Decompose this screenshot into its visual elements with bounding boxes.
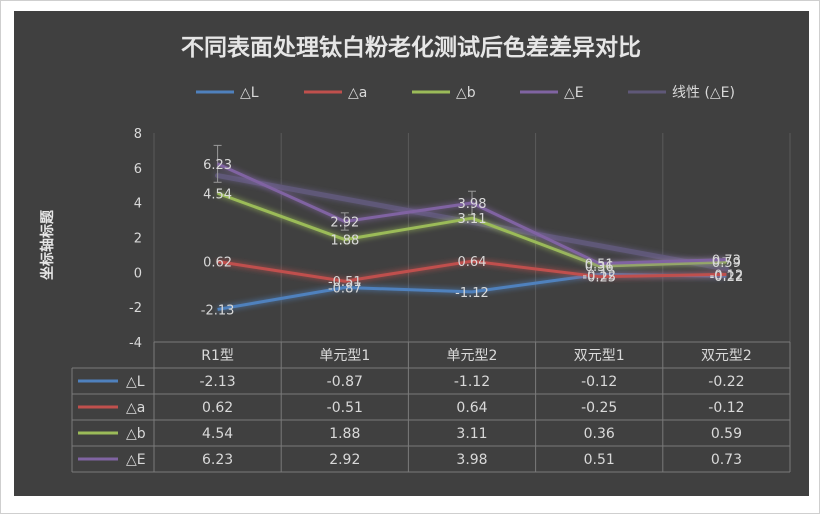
x-category-label: 单元型2 xyxy=(447,348,498,364)
table-cell: -0.12 xyxy=(708,400,744,416)
x-category-label: 双元型2 xyxy=(701,348,752,364)
table-series-name: △L xyxy=(126,374,145,390)
data-label: -0.51 xyxy=(328,275,362,290)
x-category-label: 双元型1 xyxy=(574,348,625,364)
data-label: 1.88 xyxy=(330,234,359,249)
table-cell: 3.11 xyxy=(456,426,487,442)
table-cell: 0.73 xyxy=(711,452,742,468)
data-label: -0.87 xyxy=(328,281,362,296)
table-cell: 4.54 xyxy=(202,426,233,442)
legend: △L △a △b △E 线性 (△E) xyxy=(196,85,735,101)
y-tick-label: 2 xyxy=(134,232,142,247)
trendline-line xyxy=(215,173,729,272)
data-label: 0.64 xyxy=(458,255,487,270)
data-label: 0.73 xyxy=(712,254,741,269)
table-cell: 0.62 xyxy=(202,400,233,416)
chart-title: 不同表面处理钛白粉老化测试后色差差异对比 xyxy=(181,34,641,61)
series-line-2 xyxy=(217,259,727,283)
legend-label: △b xyxy=(456,85,476,101)
table-cell: -0.25 xyxy=(581,400,617,416)
plot-grid xyxy=(153,133,791,342)
table-cell: -0.22 xyxy=(708,374,744,390)
data-table: R1型 单元型1 单元型2 双元型1 双元型2 △L -2.13 -0.87 -1.12 -0.1… xyxy=(71,341,791,473)
table-cell: -2.13 xyxy=(199,374,235,390)
x-category-label: R1型 xyxy=(201,348,234,364)
table-cell: -1.12 xyxy=(454,374,490,390)
table-cell: 0.59 xyxy=(711,426,742,442)
data-label: 4.54 xyxy=(203,187,232,202)
data-label: 0.62 xyxy=(203,256,232,271)
data-label: 2.92 xyxy=(330,215,359,230)
legend-label: △L xyxy=(240,85,259,101)
data-label: -2.13 xyxy=(201,303,235,318)
y-axis-title: 坐标轴标题 xyxy=(39,209,56,280)
y-tick-label: 6 xyxy=(134,162,142,177)
data-label: -1.12 xyxy=(455,286,489,301)
table-cell: 6.23 xyxy=(202,452,233,468)
y-tick-label: 4 xyxy=(134,197,142,212)
table-cell: 0.36 xyxy=(584,426,615,442)
table-cell: -0.12 xyxy=(581,374,617,390)
data-label: 6.23 xyxy=(203,158,232,173)
data-label: 3.11 xyxy=(458,212,487,227)
data-labels: -2.13-0.87 -1.12-0.12 -0.220.62-0.510.64-0… xyxy=(201,158,743,319)
y-tick-label: -4 xyxy=(129,336,142,351)
x-category-label: 单元型1 xyxy=(319,348,370,364)
table-cell: -0.51 xyxy=(327,400,363,416)
data-label: 3.98 xyxy=(458,197,487,212)
data-label: -0.12 xyxy=(582,268,616,283)
data-label: -0.12 xyxy=(710,268,744,283)
data-label: 0.51 xyxy=(585,257,614,272)
data-label: -0.25 xyxy=(582,271,616,286)
y-tick-label: -2 xyxy=(129,301,142,316)
y-axis-ticks: 8 6 4 2 0 -2 -4 xyxy=(129,127,142,351)
trendline xyxy=(215,173,729,272)
chart-svg: 不同表面处理钛白粉老化测试后色差差异对比 △L △a △b △E 线性 (△E) 坐标轴… xyxy=(39,34,791,473)
legend-label: △a xyxy=(348,85,367,101)
legend-label: 线性 (△E) xyxy=(672,85,735,101)
data-label: 0.59 xyxy=(712,256,741,271)
table-series-name: △E xyxy=(126,452,146,468)
data-label: 0.36 xyxy=(585,260,614,275)
table-series-name: △b xyxy=(126,426,146,442)
series-line-3 xyxy=(217,191,727,268)
table-cell: 1.88 xyxy=(329,426,360,442)
table-series-name: △a xyxy=(126,400,145,416)
table-cell: -0.87 xyxy=(327,374,363,390)
legend-label: △E xyxy=(564,85,584,101)
y-tick-label: 8 xyxy=(134,127,142,142)
table-cell: 2.92 xyxy=(329,452,360,468)
series-lines xyxy=(216,162,727,311)
data-label: -0.22 xyxy=(710,270,744,285)
y-tick-label: 0 xyxy=(134,266,142,281)
chart-area: 不同表面处理钛白粉老化测试后色差差异对比 △L △a △b △E 线性 (△E) 坐标轴… xyxy=(14,11,809,496)
table-cell: 0.64 xyxy=(456,400,487,416)
table-cell: 3.98 xyxy=(456,452,487,468)
series-line-4 xyxy=(216,162,727,265)
table-cell: 0.51 xyxy=(584,452,615,468)
